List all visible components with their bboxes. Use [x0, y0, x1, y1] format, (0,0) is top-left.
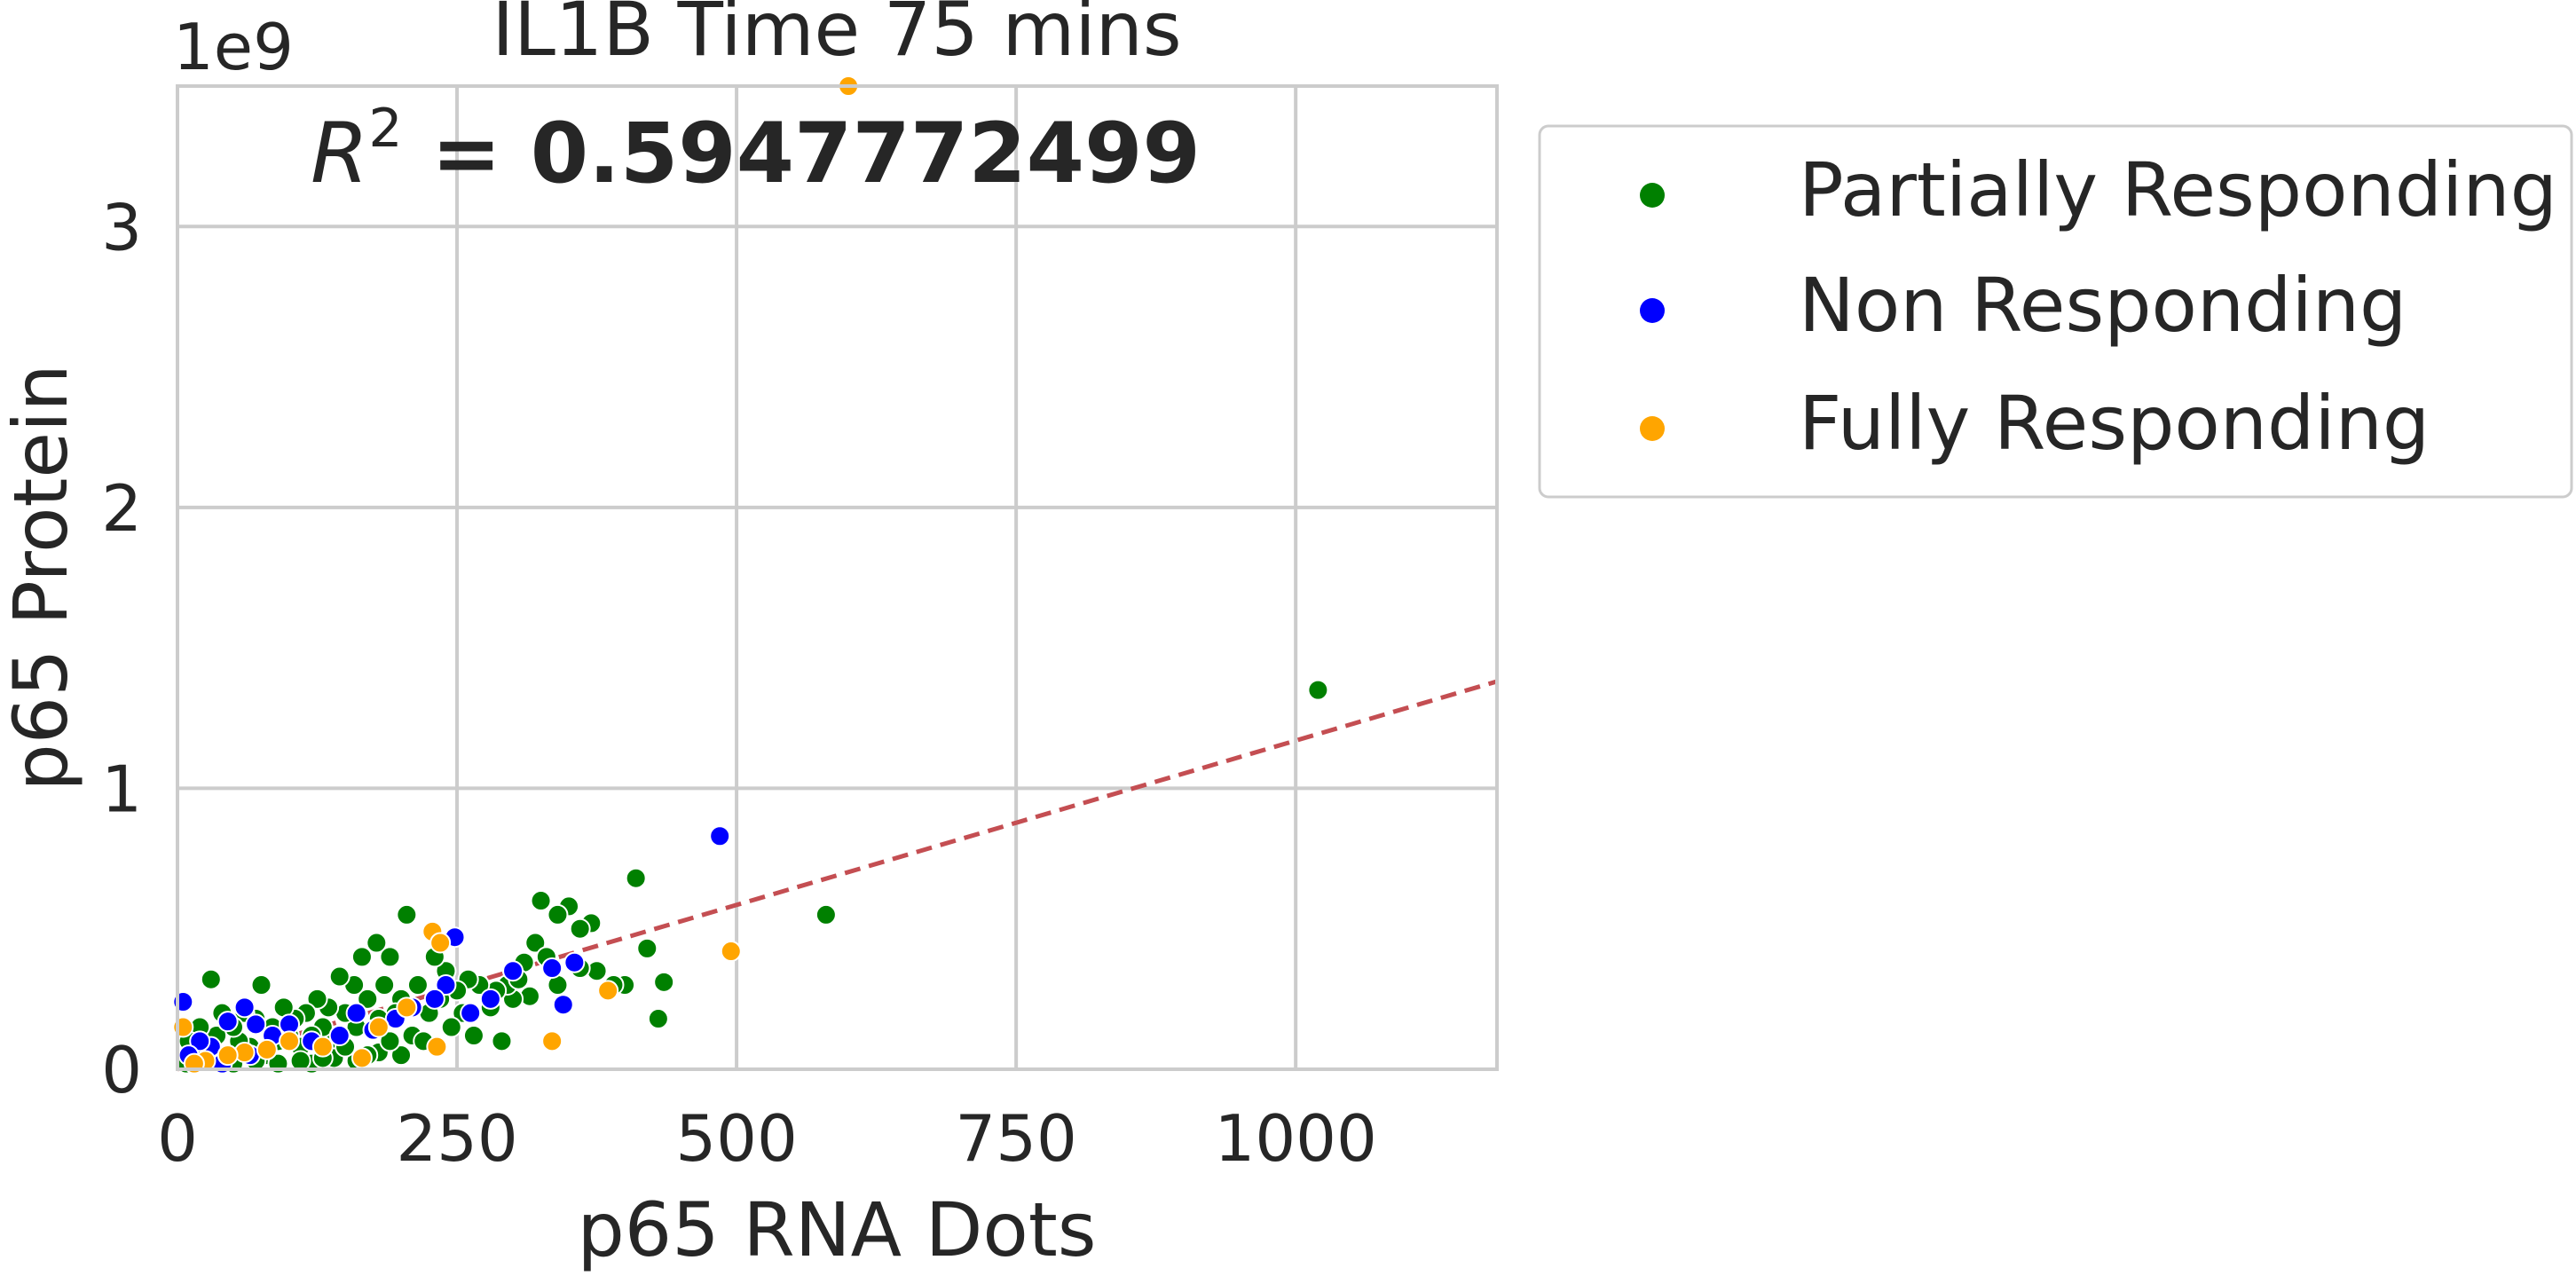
data-point-partially-responding	[357, 988, 379, 1010]
data-point-fully-responding	[311, 1036, 334, 1058]
data-point-non-responding	[328, 1025, 351, 1047]
data-point-partially-responding	[250, 974, 272, 996]
data-point-partially-responding	[328, 965, 351, 988]
data-point-non-responding	[563, 951, 586, 973]
data-point-non-responding	[233, 996, 256, 1019]
plot-area	[177, 86, 1497, 1069]
data-point-partially-responding	[306, 988, 328, 1010]
r2-value: = 0.5947772499	[403, 106, 1201, 202]
data-point-fully-responding	[217, 1044, 239, 1067]
data-point-fully-responding	[396, 996, 418, 1019]
data-point-non-responding	[541, 957, 563, 980]
data-point-fully-responding	[597, 980, 619, 1002]
r2-superscript: 2	[368, 98, 402, 160]
x-tick-label: 500	[675, 1101, 797, 1176]
data-point-non-responding	[345, 1002, 367, 1024]
data-point-fully-responding	[720, 941, 742, 963]
data-point-partially-responding	[1307, 679, 1329, 701]
legend-marker-fully-responding	[1640, 416, 1665, 441]
data-point-fully-responding	[367, 1016, 390, 1038]
data-point-fully-responding	[426, 1036, 448, 1058]
data-point-partially-responding	[491, 1030, 513, 1052]
data-point-partially-responding	[374, 974, 396, 996]
y-tick-label: 1	[101, 752, 142, 826]
data-points	[172, 75, 1329, 1075]
data-point-partially-responding	[524, 932, 547, 954]
data-point-non-responding	[479, 988, 501, 1010]
legend-marker-partially-responding	[1640, 183, 1665, 208]
y-tick-label: 0	[101, 1033, 142, 1107]
data-point-partially-responding	[653, 971, 675, 993]
chart-title: IL1B Time 75 mins	[492, 0, 1181, 73]
data-point-non-responding	[217, 1011, 239, 1033]
legend: Partially Responding Non Responding Full…	[1538, 124, 2573, 499]
data-point-partially-responding	[462, 1025, 484, 1047]
data-point-partially-responding	[636, 937, 658, 959]
legend-label-partially-responding: Partially Responding	[1799, 146, 2557, 233]
data-point-non-responding	[502, 960, 524, 982]
data-point-partially-responding	[530, 890, 552, 912]
data-point-partially-responding	[351, 946, 373, 968]
data-point-partially-responding	[815, 903, 837, 925]
x-tick-label: 1000	[1215, 1101, 1377, 1176]
data-point-partially-responding	[200, 968, 222, 990]
data-point-partially-responding	[390, 1044, 413, 1067]
data-point-fully-responding	[351, 1047, 373, 1069]
x-tick-label: 250	[396, 1101, 517, 1176]
y-offset-label: 1e9	[173, 10, 294, 84]
data-point-partially-responding	[379, 946, 401, 968]
r2-annotation: R2 = 0.5947772499	[311, 98, 1201, 202]
legend-marker-non-responding	[1640, 298, 1665, 323]
data-point-fully-responding	[429, 932, 452, 954]
y-tick-label: 3	[101, 190, 142, 264]
r2-symbol: R	[311, 106, 368, 202]
data-point-fully-responding	[256, 1038, 278, 1060]
data-point-non-responding	[189, 1030, 211, 1052]
data-point-non-responding	[709, 825, 731, 847]
y-axis-label: p65 Protein	[0, 364, 84, 791]
x-tick-label: 750	[955, 1101, 1076, 1176]
data-point-partially-responding	[396, 903, 418, 925]
legend-label-fully-responding: Fully Responding	[1799, 380, 2430, 467]
y-tick-labels: 0 1 2 3	[101, 190, 142, 1107]
data-point-non-responding	[245, 1013, 267, 1036]
legend-label-non-responding: Non Responding	[1799, 262, 2407, 349]
data-point-partially-responding	[647, 1008, 669, 1030]
legend-box	[1538, 124, 2573, 499]
data-point-partially-responding	[569, 918, 591, 940]
data-point-partially-responding	[366, 932, 388, 954]
data-point-fully-responding	[279, 1030, 301, 1052]
data-point-non-responding	[460, 1002, 482, 1024]
data-point-non-responding	[423, 988, 445, 1010]
data-point-partially-responding	[625, 867, 647, 889]
data-point-non-responding	[552, 994, 574, 1016]
x-axis-label: p65 RNA Dots	[577, 1186, 1096, 1273]
data-point-non-responding	[435, 974, 457, 996]
data-point-fully-responding	[541, 1030, 563, 1052]
data-point-partially-responding	[547, 903, 569, 925]
y-tick-label: 2	[101, 471, 142, 546]
data-point-partially-responding	[406, 974, 429, 996]
data-point-partially-responding	[440, 1016, 462, 1038]
x-tick-label: 0	[157, 1101, 198, 1176]
x-tick-labels: 0 250 500 750 1000	[157, 1101, 1377, 1176]
data-point-partially-responding	[379, 1030, 401, 1052]
plot-frame	[176, 84, 1499, 1071]
